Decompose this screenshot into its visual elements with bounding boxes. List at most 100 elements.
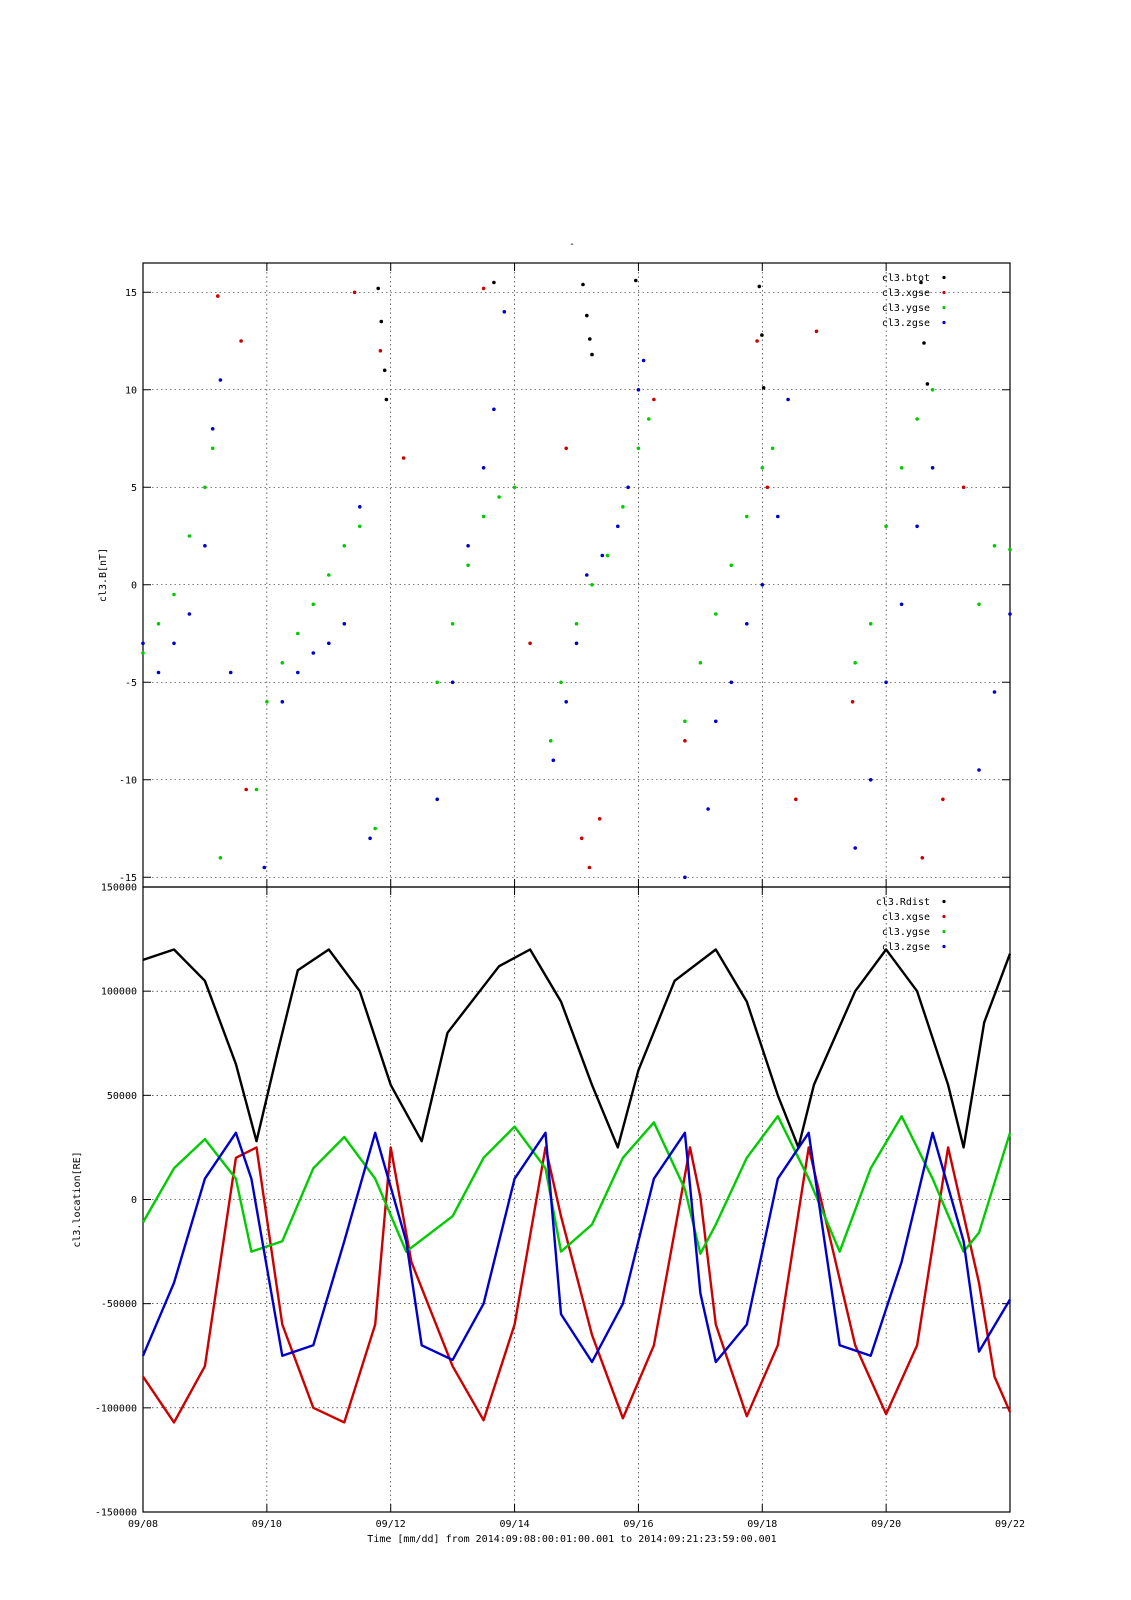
data-point [481,514,486,519]
data-point [141,641,145,646]
data-point [373,826,378,831]
y-tick-label: -5 [125,678,137,689]
data-point [745,622,749,626]
magnetic-field-panel: 15 10 5 0 -5 -10 -15 cl3.B[nT] cl3.btot cl3.xgse c… [98,262,1012,888]
data-point [588,337,592,341]
data-point [850,700,855,704]
data-point [141,651,145,655]
data-point [585,313,589,318]
legend-label: cl3.Rdist [876,897,930,908]
legend-marker [942,320,946,325]
legend-label: cl3.btot [882,273,930,284]
data-point [512,485,517,490]
data-point [210,446,215,451]
data-point [992,544,997,548]
data-point [358,505,362,509]
data-point [551,758,556,763]
data-point [600,553,605,558]
data-point [239,339,243,343]
legend-label: cl3.ygse [882,303,930,314]
plot-frame [142,262,1011,888]
data-point [868,778,873,782]
data-point [915,524,919,529]
data-point [884,524,888,529]
data-point [977,602,981,607]
data-point [311,602,316,607]
legend-label: cl3.zgse [882,942,930,953]
data-point [919,280,923,285]
y-tick-label: -10 [119,775,137,786]
legend-marker [942,290,946,295]
data-point [930,388,935,392]
y-tick-label: 100000 [101,987,137,998]
data-point [156,622,161,626]
legend-marker [942,305,946,310]
data-point [922,341,926,345]
legend-label: cl3.xgse [882,912,930,923]
data-point [714,612,718,616]
data-point [502,310,507,314]
data-point [626,485,630,490]
data-point [605,553,610,558]
series-line [141,1131,1012,1364]
data-point [814,329,819,334]
data-point [401,456,406,460]
data-point [172,641,176,646]
data-point [156,670,161,675]
y-tick-label: 50000 [107,1091,137,1102]
data-point [548,739,553,743]
x-tick-label: 09/16 [623,1519,653,1530]
data-point [492,407,496,412]
data-point [761,386,766,390]
data-point [218,856,223,860]
data-point [776,514,780,519]
data-point [327,641,331,646]
chart-title: - [569,239,575,250]
data-point [280,700,285,704]
data-point [636,446,641,451]
data-point [358,524,362,529]
x-tick-label: 09/10 [252,1519,282,1530]
data-point [760,333,764,337]
data-point [296,670,300,675]
data-point [203,544,207,548]
data-point [466,544,470,548]
data-point [172,592,176,597]
data-point [729,563,734,568]
data-point [216,294,220,298]
data-point [378,349,383,353]
data-point [254,787,259,792]
y-tick-label: -50000 [101,1299,137,1310]
data-point [757,284,762,289]
y-tick-label: 10 [125,385,137,396]
data-point [210,427,215,431]
data-point [587,865,592,870]
x-tick-label: 09/18 [747,1519,777,1530]
data-point [641,358,646,363]
y-tick-label: 150000 [101,883,137,894]
data-point [327,573,331,577]
legend-marker [942,944,946,949]
data-point [244,787,248,792]
data-point [379,319,384,324]
legend-label: cl3.zgse [882,318,930,329]
data-point [786,397,790,402]
y-tick-label: -15 [119,873,137,884]
location-panel: 150000 100000 50000 0 -50000 -100000 -150000 cl… [72,883,1025,1531]
data-point [296,631,300,636]
data-point [652,397,656,402]
time-axis-label: Time [mm/dd] from 2014:09:08:00:01:00.00… [367,1534,776,1545]
data-point [435,680,440,685]
y-tick-label: -100000 [95,1403,137,1414]
data-point [450,680,455,685]
x-tick-label: 09/20 [871,1519,901,1530]
data-point [930,466,935,470]
data-point [961,485,966,490]
data-point [1008,612,1012,616]
data-point [280,661,285,665]
y-tick-label: 0 [131,1195,137,1206]
y-tick-label: 15 [125,288,137,299]
legend-marker [942,929,946,934]
data-point [384,397,389,402]
